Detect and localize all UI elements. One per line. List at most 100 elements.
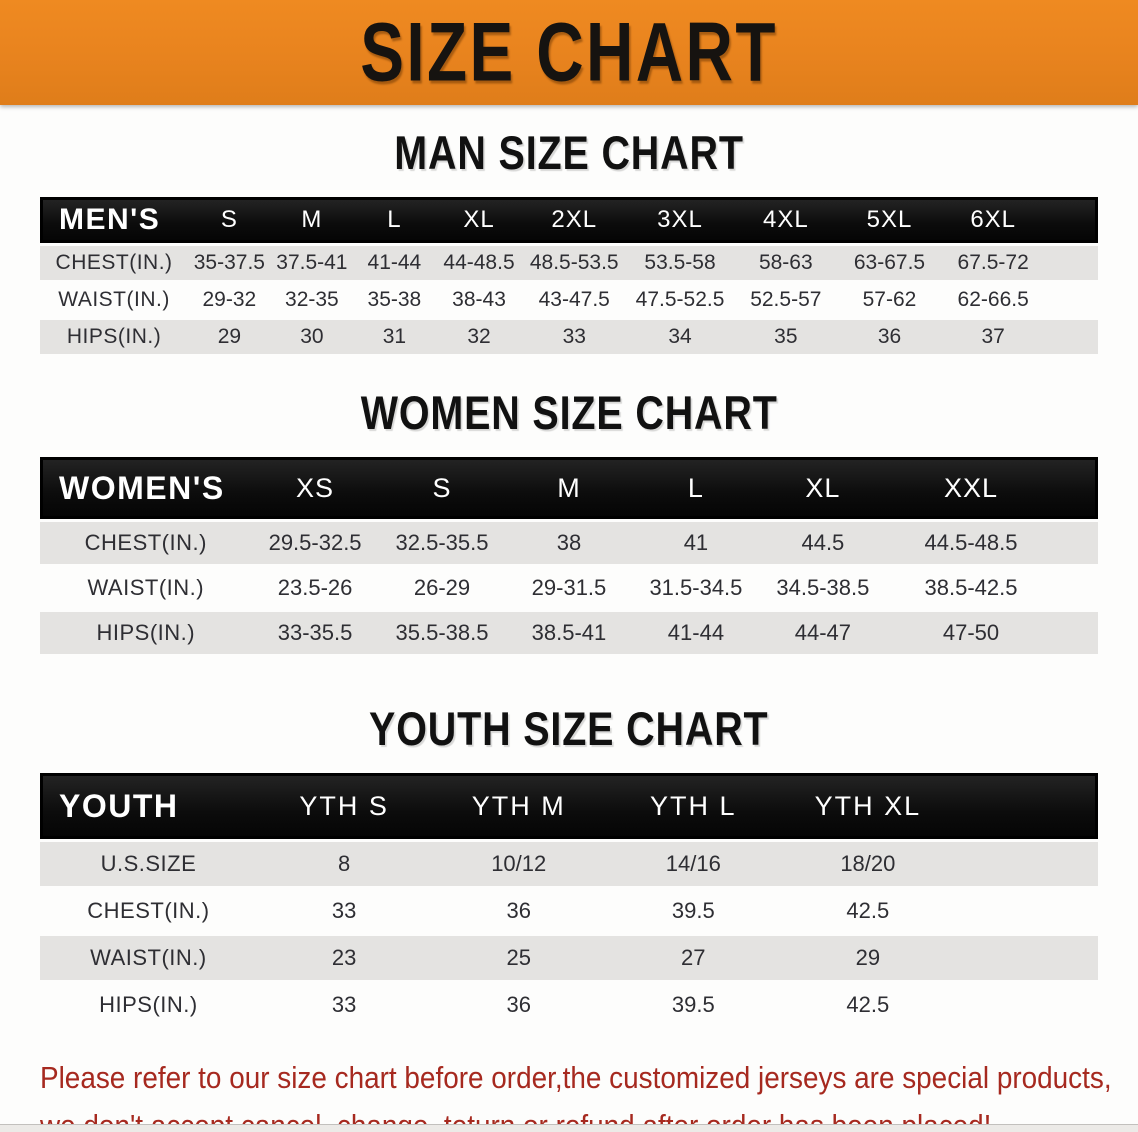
table-header-row: MEN'S S M L XL 2XL 3XL 4XL 5XL 6XL [40, 197, 1098, 243]
measurement-cell: 63-67.5 [837, 246, 942, 280]
measurement-cell: 26-29 [378, 567, 506, 609]
size-column-header: XL [759, 457, 887, 519]
size-column-header: L [632, 457, 760, 519]
row-label: U.S.SIZE [40, 842, 257, 886]
row-spacer [955, 842, 1098, 886]
measurement-cell: 48.5-53.5 [522, 246, 627, 280]
measurement-cell: 14/16 [606, 842, 781, 886]
measurement-cell: 29-32 [188, 283, 271, 317]
measurement-cell: 35-37.5 [188, 246, 271, 280]
measurement-cell: 30 [270, 320, 354, 354]
measurement-cell: 38.5-42.5 [886, 567, 1056, 609]
size-column-header: M [270, 197, 354, 243]
bottom-strip [0, 1124, 1138, 1132]
row-spacer [955, 889, 1098, 933]
measurement-cell: 37 [941, 320, 1045, 354]
table-row: WAIST(IN.) 23 25 27 29 [40, 936, 1098, 980]
size-column-header: L [353, 197, 436, 243]
row-label: HIPS(IN.) [40, 320, 189, 354]
measurement-cell: 8 [256, 842, 432, 886]
size-column-header: YTH L [606, 773, 781, 839]
row-spacer [1045, 283, 1098, 317]
table-header-row: YOUTH YTH S YTH M YTH L YTH XL [40, 773, 1098, 839]
measurement-cell: 44.5-48.5 [886, 522, 1056, 564]
table-row: HIPS(IN.) 33 36 39.5 42.5 [40, 983, 1098, 1027]
row-spacer [955, 983, 1098, 1027]
size-column-header: 5XL [837, 197, 942, 243]
measurement-cell: 34 [626, 320, 734, 354]
size-column-header: S [188, 197, 271, 243]
table-row: CHEST(IN.) 35-37.5 37.5-41 41-44 44-48.5 48.5… [40, 246, 1098, 280]
measurement-cell: 67.5-72 [941, 246, 1045, 280]
measurement-cell: 52.5-57 [733, 283, 838, 317]
measurement-cell: 36 [431, 889, 606, 933]
measurement-cell: 31 [353, 320, 436, 354]
measurement-cell: 35 [733, 320, 838, 354]
size-column-header: XS [251, 457, 379, 519]
measurement-cell: 37.5-41 [270, 246, 354, 280]
measurement-cell: 44-47 [759, 612, 887, 654]
row-spacer [955, 936, 1098, 980]
measurement-cell: 27 [606, 936, 781, 980]
measurement-cell: 44.5 [759, 522, 887, 564]
row-label: CHEST(IN.) [40, 889, 257, 933]
measurement-cell: 33 [256, 889, 432, 933]
measurement-cell: 29 [780, 936, 956, 980]
row-spacer [1055, 612, 1098, 654]
table-row: HIPS(IN.) 29 30 31 32 33 34 35 36 37 [40, 320, 1098, 354]
measurement-cell: 32.5-35.5 [378, 522, 506, 564]
measurement-cell: 32 [435, 320, 523, 354]
measurement-cell: 23.5-26 [251, 567, 379, 609]
banner-title: SIZE CHART [360, 5, 778, 99]
table-row: WAIST(IN.) 23.5-26 26-29 29-31.5 31.5-34.5 34… [40, 567, 1098, 609]
table-row: CHEST(IN.) 33 36 39.5 42.5 [40, 889, 1098, 933]
footer: Please refer to our size chart before or… [0, 1054, 1138, 1132]
row-label: CHEST(IN.) [40, 522, 252, 564]
size-column-header: 6XL [941, 197, 1045, 243]
measurement-cell: 32-35 [270, 283, 354, 317]
measurement-cell: 39.5 [606, 983, 781, 1027]
measurement-cell: 41 [632, 522, 760, 564]
measurement-cell: 62-66.5 [941, 283, 1045, 317]
measurement-cell: 38.5-41 [505, 612, 633, 654]
youth-size-chart-section: YOUTH SIZE CHART YOUTH YTH S YTH M YTH L YTH… [0, 705, 1138, 1030]
measurement-cell: 42.5 [780, 889, 956, 933]
measurement-cell: 25 [431, 936, 606, 980]
men-size-chart-section: MAN SIZE CHART MEN'S S M L XL 2XL 3XL 4XL 5XL 6XL… [0, 129, 1138, 357]
measurement-cell: 18/20 [780, 842, 956, 886]
table-header-row: WOMEN'S XS S M L XL XXL [40, 457, 1098, 519]
measurement-cell: 47.5-52.5 [626, 283, 734, 317]
table-row: CHEST(IN.) 29.5-32.5 32.5-35.5 38 41 44.5 44.5… [40, 522, 1098, 564]
measurement-cell: 42.5 [780, 983, 956, 1027]
women-size-table: WOMEN'S XS S M L XL XXL CHEST(IN.) 29.5-32.5 32.5… [40, 454, 1098, 657]
row-label: HIPS(IN.) [40, 612, 252, 654]
youth-section-title: YOUTH SIZE CHART [369, 702, 769, 755]
measurement-cell: 36 [431, 983, 606, 1027]
row-spacer [1055, 522, 1098, 564]
row-label: HIPS(IN.) [40, 983, 257, 1027]
measurement-cell: 41-44 [632, 612, 760, 654]
disclaimer-text: Please refer to our size chart before or… [40, 1054, 1138, 1132]
measurement-cell: 47-50 [886, 612, 1056, 654]
row-spacer [1055, 567, 1098, 609]
measurement-cell: 33 [256, 983, 432, 1027]
measurement-cell: 36 [837, 320, 942, 354]
measurement-cell: 23 [256, 936, 432, 980]
measurement-cell: 38 [505, 522, 633, 564]
row-label: WAIST(IN.) [40, 936, 257, 980]
women-section-title: WOMEN SIZE CHART [360, 386, 778, 439]
row-label: WAIST(IN.) [40, 567, 252, 609]
measurement-cell: 53.5-58 [626, 246, 734, 280]
table-row: HIPS(IN.) 33-35.5 35.5-38.5 38.5-41 41-44 44-… [40, 612, 1098, 654]
measurement-cell: 41-44 [353, 246, 436, 280]
table-corner-label: WOMEN'S [40, 457, 252, 519]
measurement-cell: 33 [522, 320, 627, 354]
table-row: U.S.SIZE 8 10/12 14/16 18/20 [40, 842, 1098, 886]
size-column-header: 2XL [522, 197, 627, 243]
size-column-header: M [505, 457, 633, 519]
header-spacer [1045, 197, 1098, 243]
header-spacer [955, 773, 1098, 839]
size-column-header: YTH XL [780, 773, 956, 839]
size-column-header: YTH M [431, 773, 606, 839]
size-column-header: XL [435, 197, 523, 243]
